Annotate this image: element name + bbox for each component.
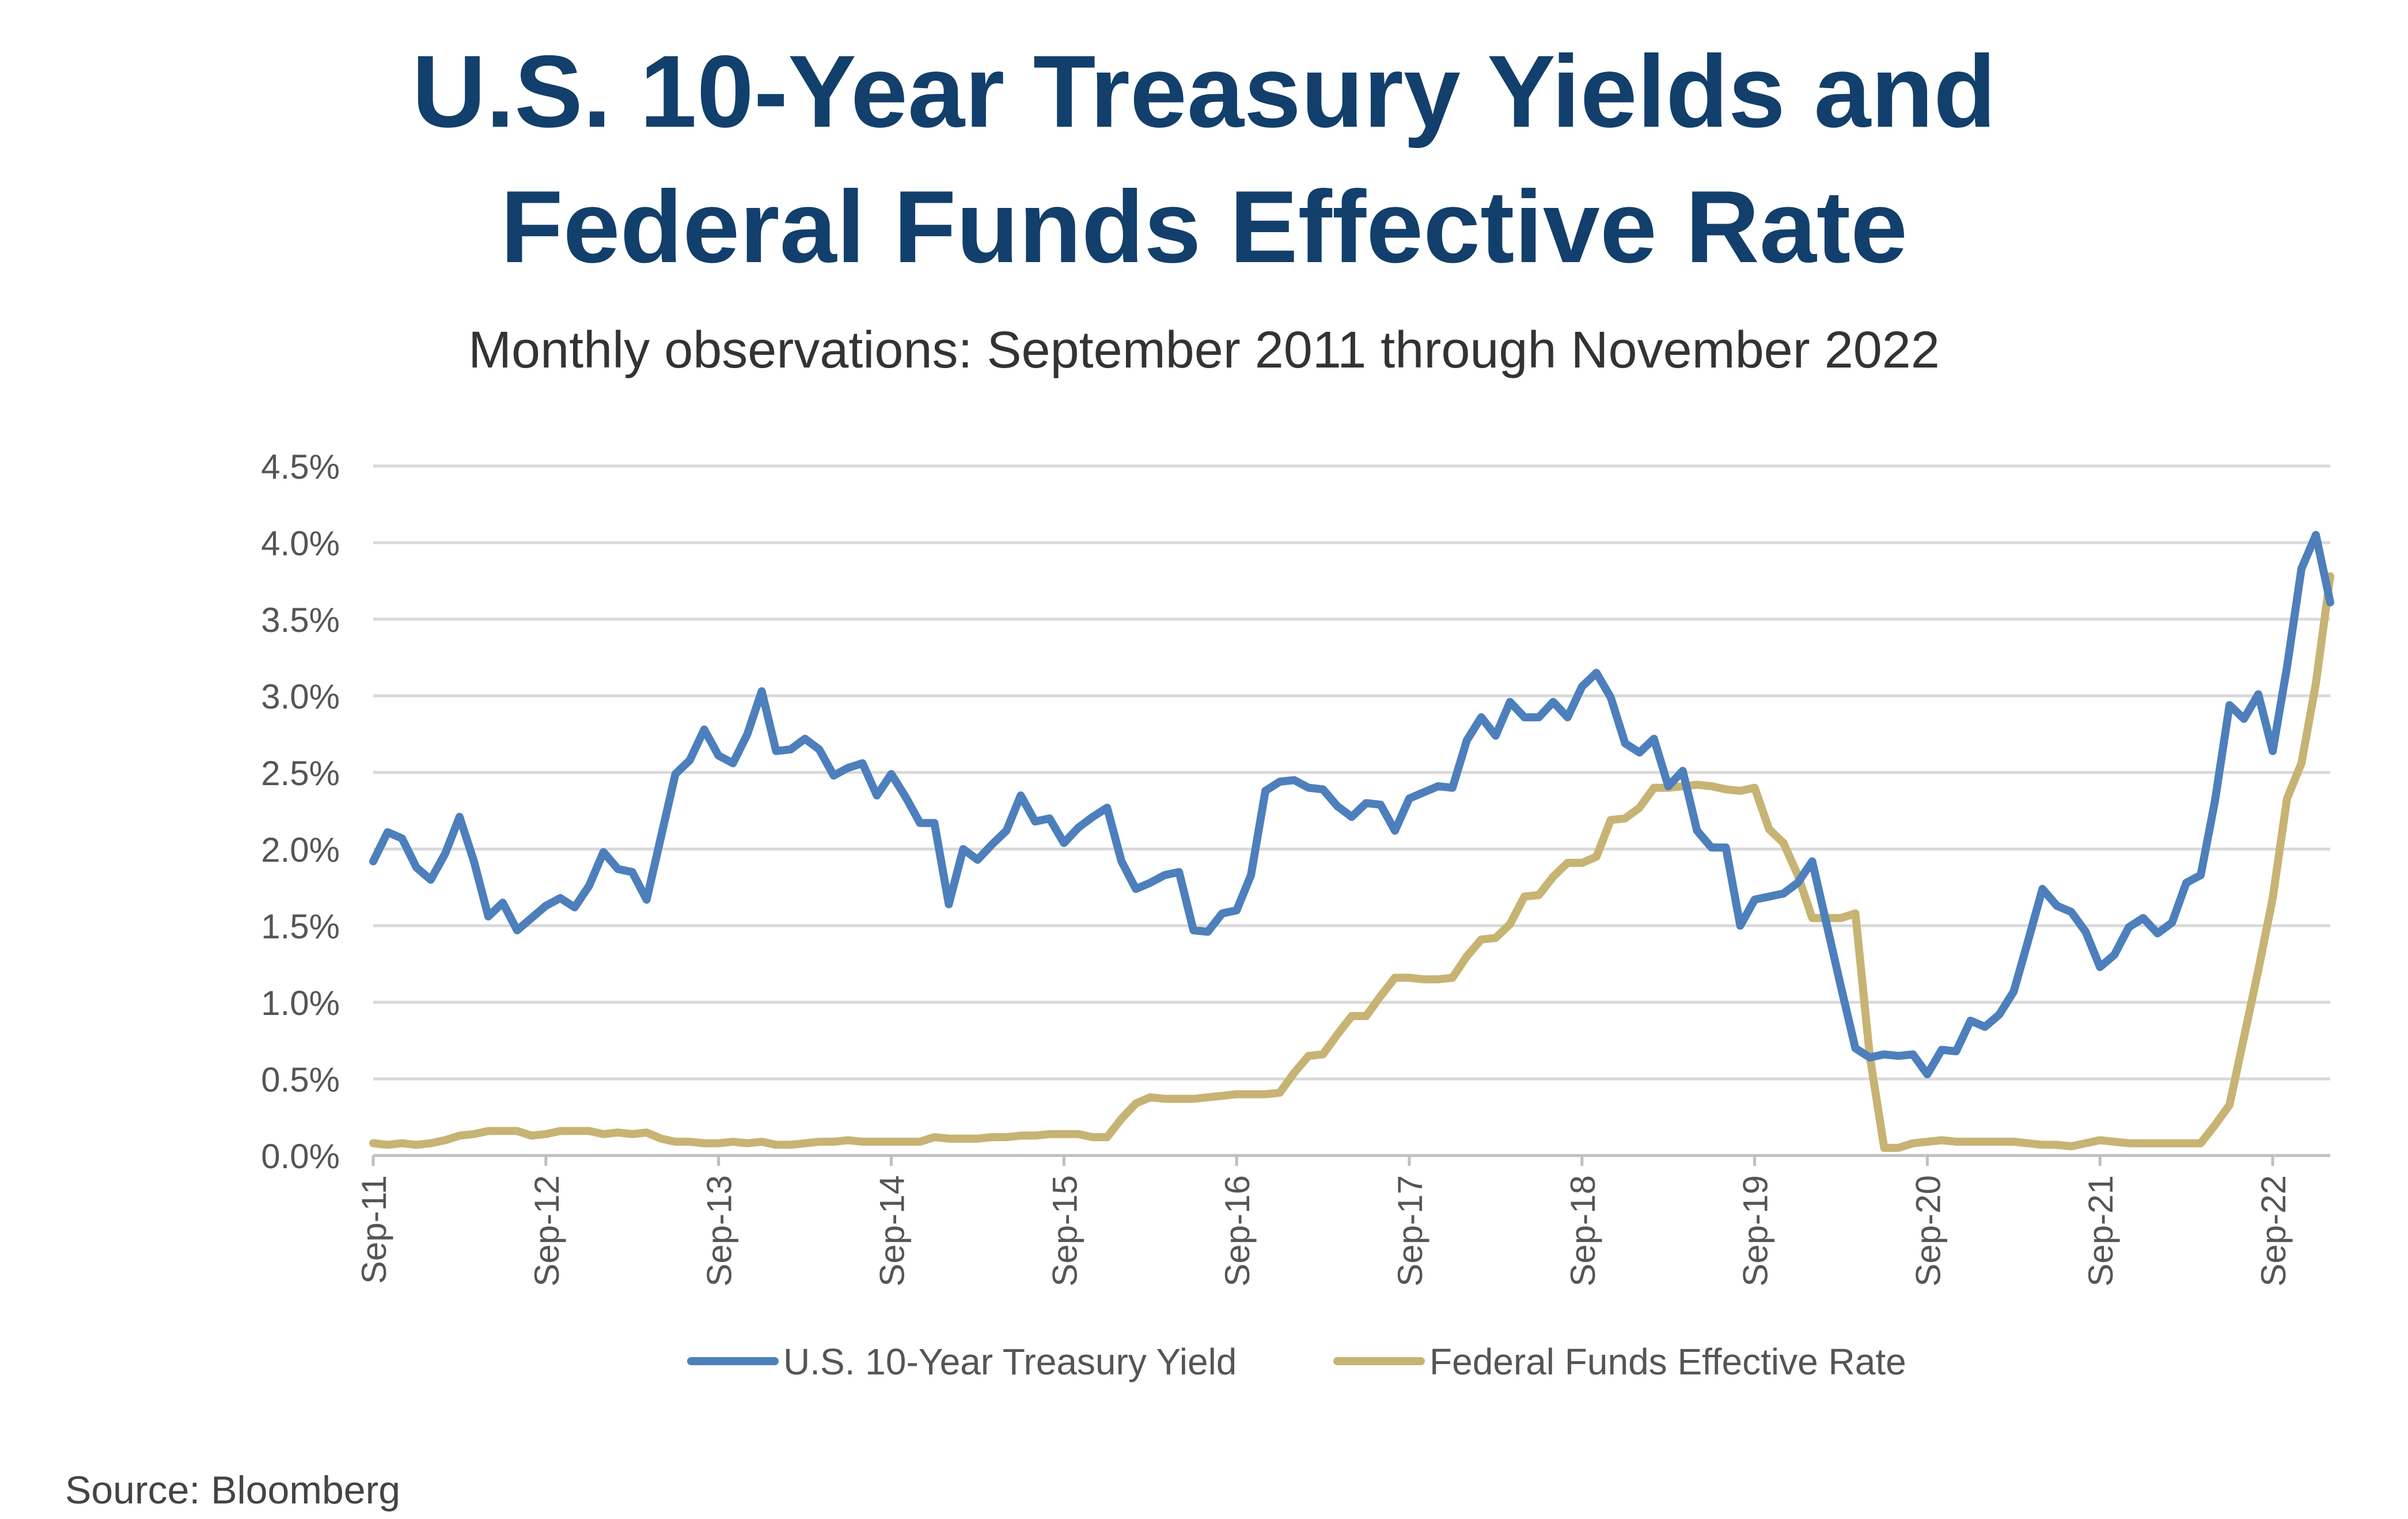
chart-title-line-2: Federal Funds Effective Rate [500,169,1908,284]
legend-item-fed-funds: Federal Funds Effective Rate [1333,1341,1906,1382]
series-lines [369,531,2334,1152]
treasury-yield-line [369,531,2334,1078]
y-tick-label: 0.0% [261,1137,340,1176]
x-tick-label: Sep-22 [2254,1175,2293,1286]
y-tick-label: 3.5% [261,601,340,639]
x-axis-tick-labels: Sep-11 Sep-12 Sep-13 Sep-14 Sep-15 Sep-16 Sep-… [355,1156,2293,1286]
x-tick-label: Sep-14 [873,1175,911,1286]
x-tick-label: Sep-21 [2081,1175,2120,1286]
y-tick-label: 2.5% [261,754,340,793]
y-tick-label: 4.5% [261,448,340,486]
y-tick-label: 1.5% [261,907,340,946]
chart-subtitle: Monthly observations: September 2011 thr… [468,321,1940,379]
y-tick-label: 4.0% [261,524,340,563]
x-tick-label: Sep-15 [1045,1175,1084,1286]
x-tick-label: Sep-20 [1909,1175,1947,1286]
fed-funds-rate-line [369,572,2334,1152]
x-tick-label: Sep-11 [355,1175,393,1284]
x-tick-label: Sep-13 [700,1175,739,1286]
x-tick-label: Sep-18 [1564,1175,1602,1286]
y-axis-tick-labels: 0.0% 0.5% 1.0% 1.5% 2.0% 2.5% 3.0% 3.5% 4.0% 4.5% [261,448,340,1176]
x-tick-label: Sep-16 [1218,1175,1257,1286]
legend-item-treasury: U.S. 10-Year Treasury Yield [687,1341,1237,1382]
y-tick-label: 1.0% [261,984,340,1022]
y-tick-label: 2.0% [261,831,340,869]
legend: U.S. 10-Year Treasury Yield Federal Funds… [687,1341,1906,1382]
gridlines [373,464,2330,1157]
source-note: Source: Bloomberg [65,1468,401,1512]
y-tick-label: 3.0% [261,677,340,716]
y-tick-label: 0.5% [261,1060,340,1099]
legend-label: Federal Funds Effective Rate [1429,1341,1906,1382]
x-tick-label: Sep-17 [1391,1175,1429,1286]
x-tick-label: Sep-19 [1736,1175,1775,1286]
legend-label: U.S. 10-Year Treasury Yield [783,1341,1237,1382]
chart-title-line-1: U.S. 10-Year Treasury Yields and [412,34,1996,149]
x-tick-label: Sep-12 [528,1175,566,1286]
